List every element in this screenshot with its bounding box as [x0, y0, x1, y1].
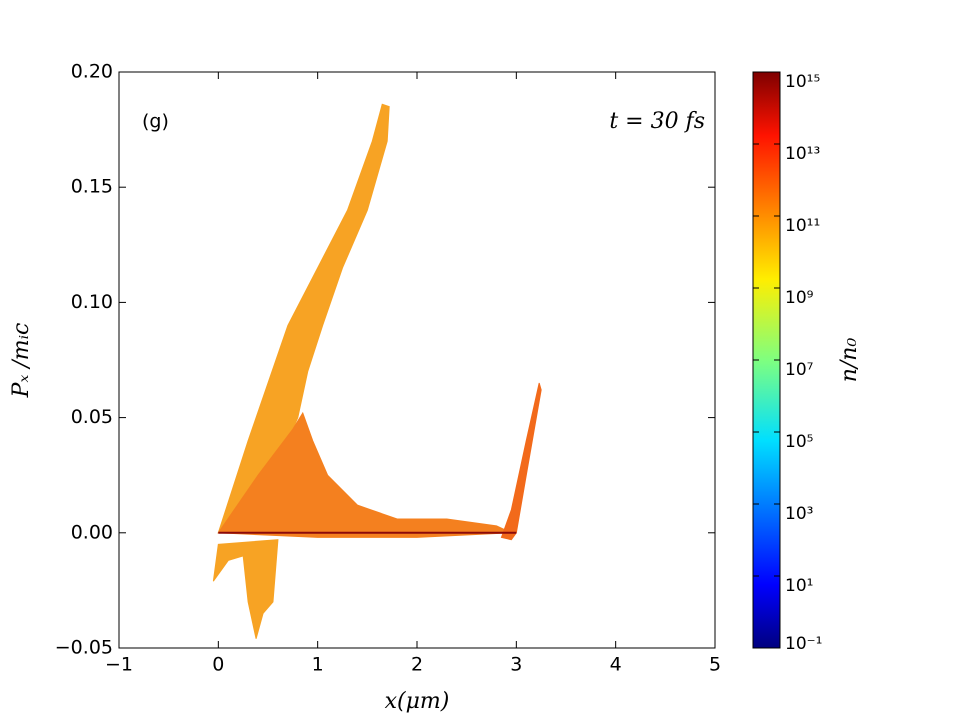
plot-frame	[118, 71, 716, 649]
x-tick-label: 0	[212, 654, 224, 676]
colorbar-tick-label: 10¹⁵	[785, 72, 820, 92]
x-tick-label: 4	[610, 654, 622, 676]
colorbar-tick-label: 10⁹	[785, 288, 814, 308]
density-region	[217, 411, 512, 538]
y-tick-label: 0.15	[71, 176, 113, 198]
time-label: t = 30 fs	[609, 109, 705, 134]
y-tick-label: −0.05	[55, 637, 113, 659]
x-tick-label: −1	[105, 654, 133, 676]
panel-label: (g)	[142, 111, 169, 133]
colorbar-tick-label: 10⁷	[785, 360, 814, 380]
colorbar-tick-label: 10¹¹	[785, 216, 820, 236]
colorbar-tick-label: 10⁻¹	[785, 634, 822, 654]
colorbar-label: n/n₀	[837, 338, 862, 383]
y-tick-label: 0.20	[71, 61, 113, 83]
x-tick-label: 5	[709, 654, 721, 676]
y-tick-label: 0.00	[71, 521, 113, 543]
colorbar-tick-label: 10¹³	[785, 144, 820, 164]
density-region	[500, 382, 542, 541]
y-tick-label: 0.05	[71, 406, 113, 428]
y-tick-label: 0.10	[71, 291, 113, 313]
colorbar-tick-label: 10³	[785, 504, 813, 524]
y-axis-label: Pₓ /mᵢc	[9, 323, 34, 399]
colorbar-tick-label: 10⁵	[785, 432, 813, 452]
density-region	[212, 539, 279, 639]
x-tick-label: 1	[312, 654, 324, 676]
colorbar-tick-label: 10¹	[785, 576, 813, 596]
x-tick-label: 3	[510, 654, 522, 676]
x-axis-label: x(μm)	[385, 689, 450, 714]
x-tick-label: 2	[411, 654, 423, 676]
